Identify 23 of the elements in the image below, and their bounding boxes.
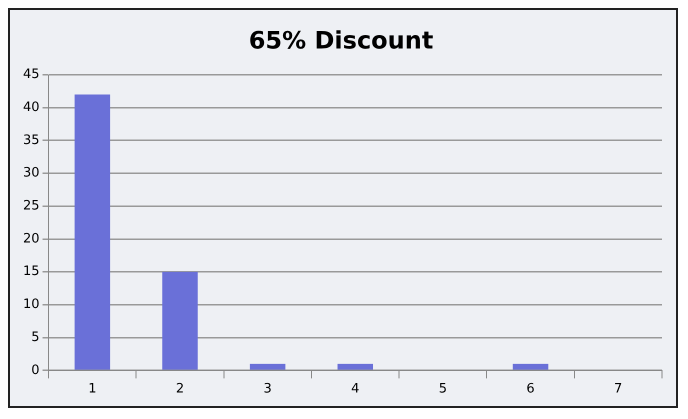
y-tick-label: 25 xyxy=(22,198,40,214)
y-tick-label: 40 xyxy=(22,100,40,116)
x-tick-label: 2 xyxy=(176,382,184,397)
y-tick-label: 30 xyxy=(22,166,40,181)
bar xyxy=(338,364,374,370)
chart-title: 65% Discount xyxy=(248,26,434,55)
y-tick-label: 35 xyxy=(22,132,40,148)
x-tick-label: 5 xyxy=(438,382,448,397)
x-tick-label: 7 xyxy=(614,382,622,397)
x-tick-label: 3 xyxy=(263,382,272,397)
bar xyxy=(512,364,548,370)
y-tick-label: 15 xyxy=(22,264,40,280)
bar xyxy=(250,364,286,370)
y-tick-label: 0 xyxy=(31,362,40,378)
y-tick-label: 5 xyxy=(31,330,40,345)
x-tick-label: 6 xyxy=(526,382,535,397)
x-tick-label: 4 xyxy=(351,382,360,397)
bar xyxy=(74,94,110,370)
y-tick-label: 10 xyxy=(22,297,40,312)
bar xyxy=(162,272,198,370)
y-tick-label: 45 xyxy=(22,67,40,82)
y-tick-label: 20 xyxy=(22,231,40,246)
x-tick-label: 1 xyxy=(88,382,96,397)
